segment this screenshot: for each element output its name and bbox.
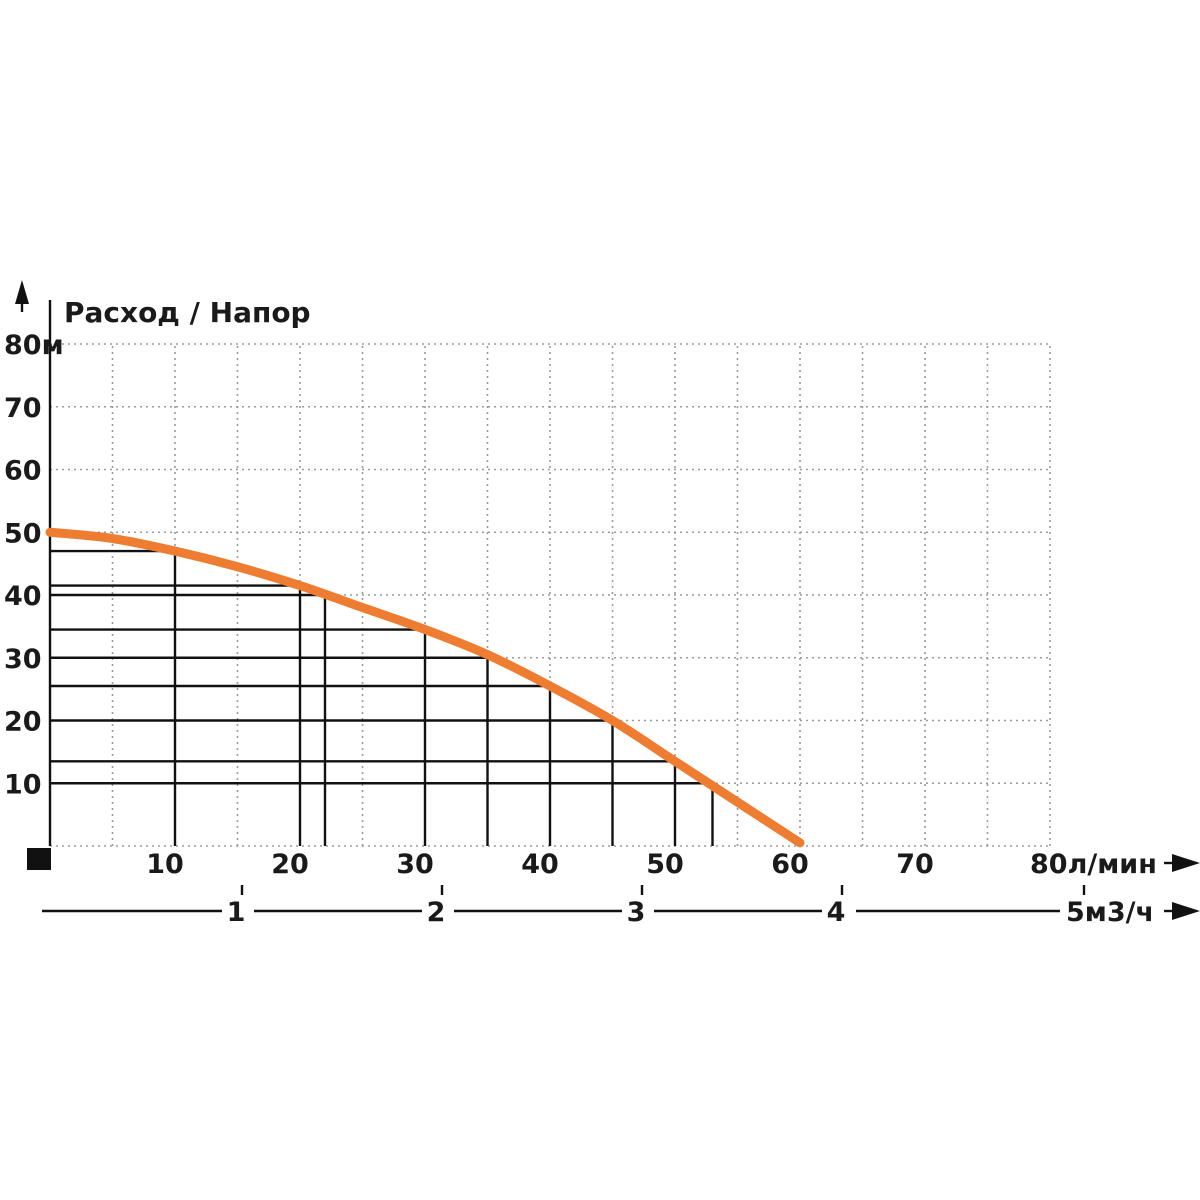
y-tick-label: 30	[4, 644, 42, 675]
series-line	[45, 527, 805, 848]
y-tick-label: 10	[4, 769, 42, 800]
x-axis-arrow-icon	[1172, 854, 1200, 872]
x-tick-label: 60	[771, 849, 809, 880]
origin-square-icon	[27, 848, 51, 870]
y-tick-label: 40	[4, 581, 42, 612]
secondary-x-tick-label: 3	[627, 897, 646, 928]
secondary-x-tick-label: 5м3/ч	[1066, 897, 1154, 928]
axes	[15, 280, 1200, 920]
reference-lines	[50, 549, 714, 846]
x-tick-label: 70	[896, 849, 934, 880]
x-tick-label: 20	[271, 849, 309, 880]
secondary-axis-arrow-icon	[1172, 902, 1200, 920]
x-tick-label: 40	[521, 849, 559, 880]
secondary-x-tick-label: 1	[227, 897, 246, 928]
labels: Расход / Напор 10 20 30 40 50 60 70 80м 10 20 30 40…	[4, 296, 1157, 928]
y-tick-label: 60	[4, 456, 42, 487]
secondary-x-tick-label: 4	[827, 897, 846, 928]
y-tick-label: 80м	[4, 330, 64, 361]
x-tick-label: 50	[646, 849, 684, 880]
x-tick-label: 10	[146, 849, 184, 880]
y-tick-label: 70	[4, 393, 42, 424]
y-tick-label: 50	[4, 518, 42, 549]
secondary-x-tick-label: 2	[427, 897, 446, 928]
y-axis-arrow-icon	[15, 280, 29, 304]
series	[45, 527, 805, 848]
x-tick-label: 30	[396, 849, 434, 880]
x-tick-label: 80л/мин	[1030, 849, 1157, 880]
y-tick-label: 20	[4, 707, 42, 738]
chart-title: Расход / Напор	[64, 296, 311, 329]
